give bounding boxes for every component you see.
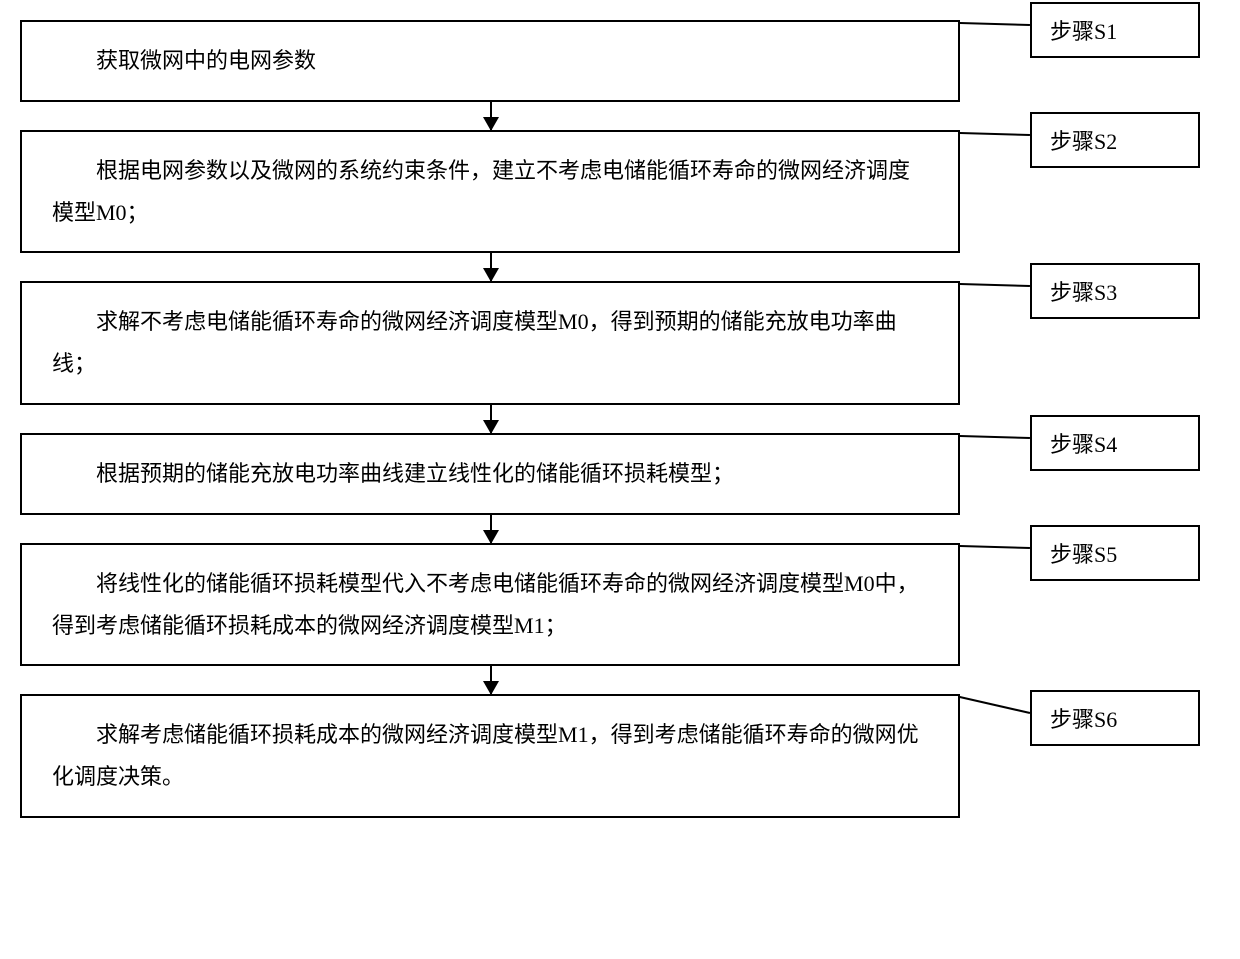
arrow-head-icon — [483, 117, 499, 131]
flow-row: 将线性化的储能循环损耗模型代入不考虑电储能循环寿命的微网经济调度模型M0中，得到… — [20, 543, 1220, 667]
step-box-s4: 根据预期的储能充放电功率曲线建立线性化的储能循环损耗模型； — [20, 433, 960, 515]
step-text: 根据电网参数以及微网的系统约束条件，建立不考虑电储能循环寿命的微网经济调度模型M… — [52, 150, 928, 234]
step-label-s3: 步骤S3 — [1030, 263, 1200, 319]
step-label-s6: 步骤S6 — [1030, 690, 1200, 746]
connector-line — [960, 22, 1030, 26]
connector-line — [960, 696, 1030, 714]
step-text: 求解不考虑电储能循环寿命的微网经济调度模型M0，得到预期的储能充放电功率曲线； — [52, 301, 928, 385]
step-label-s2: 步骤S2 — [1030, 112, 1200, 168]
step-text: 获取微网中的电网参数 — [52, 40, 316, 82]
step-label-s5: 步骤S5 — [1030, 525, 1200, 581]
connector-line — [960, 545, 1030, 549]
flow-row: 获取微网中的电网参数步骤S1 — [20, 20, 1220, 102]
step-box-s5: 将线性化的储能循环损耗模型代入不考虑电储能循环寿命的微网经济调度模型M0中，得到… — [20, 543, 960, 667]
arrow-head-icon — [483, 420, 499, 434]
connector-line — [960, 283, 1030, 287]
flow-row: 求解考虑储能循环损耗成本的微网经济调度模型M1，得到考虑储能循环寿命的微网优化调… — [20, 694, 1220, 818]
step-box-s1: 获取微网中的电网参数 — [20, 20, 960, 102]
arrow-head-icon — [483, 681, 499, 695]
arrow-head-icon — [483, 268, 499, 282]
step-text: 根据预期的储能充放电功率曲线建立线性化的储能循环损耗模型； — [52, 453, 734, 495]
flowchart-container: 获取微网中的电网参数步骤S1 根据电网参数以及微网的系统约束条件，建立不考虑电储能… — [20, 20, 1220, 818]
connector-line — [960, 132, 1030, 136]
step-label-s1: 步骤S1 — [1030, 2, 1200, 58]
step-label-s4: 步骤S4 — [1030, 415, 1200, 471]
step-text: 求解考虑储能循环损耗成本的微网经济调度模型M1，得到考虑储能循环寿命的微网优化调… — [52, 714, 928, 798]
flow-row: 根据预期的储能充放电功率曲线建立线性化的储能循环损耗模型；步骤S4 — [20, 433, 1220, 515]
step-box-s2: 根据电网参数以及微网的系统约束条件，建立不考虑电储能循环寿命的微网经济调度模型M… — [20, 130, 960, 254]
step-box-s3: 求解不考虑电储能循环寿命的微网经济调度模型M0，得到预期的储能充放电功率曲线； — [20, 281, 960, 405]
step-box-s6: 求解考虑储能循环损耗成本的微网经济调度模型M1，得到考虑储能循环寿命的微网优化调… — [20, 694, 960, 818]
step-text: 将线性化的储能循环损耗模型代入不考虑电储能循环寿命的微网经济调度模型M0中，得到… — [52, 563, 928, 647]
arrow-head-icon — [483, 530, 499, 544]
connector-line — [960, 435, 1030, 439]
flow-row: 根据电网参数以及微网的系统约束条件，建立不考虑电储能循环寿命的微网经济调度模型M… — [20, 130, 1220, 254]
flow-row: 求解不考虑电储能循环寿命的微网经济调度模型M0，得到预期的储能充放电功率曲线；步… — [20, 281, 1220, 405]
